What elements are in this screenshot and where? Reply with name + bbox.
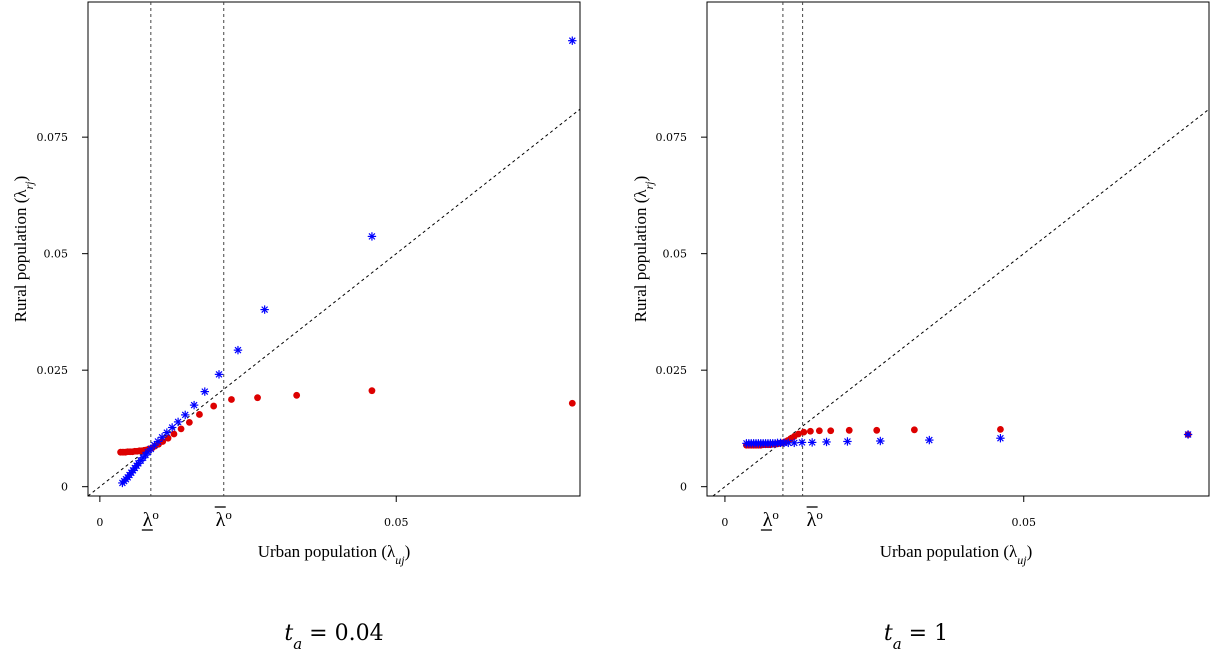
point-dot xyxy=(815,427,823,435)
point-dot xyxy=(845,426,853,434)
diagonal-line xyxy=(712,108,1210,497)
point-star xyxy=(876,436,885,446)
point-star xyxy=(807,438,817,447)
y-axis-label: Rural population (λrj) xyxy=(631,176,656,323)
point-dot xyxy=(800,428,808,436)
y-tick-label: 0 xyxy=(61,481,68,494)
threshold-label: λo xyxy=(763,507,779,532)
point-dot xyxy=(293,391,301,399)
point-dot xyxy=(228,396,235,403)
point-star xyxy=(367,232,377,241)
point-star xyxy=(260,305,269,314)
y-tick-label: 0.075 xyxy=(37,131,69,144)
point-star xyxy=(181,410,190,420)
point-dot xyxy=(177,425,185,433)
y-tick-label: 0 xyxy=(680,481,687,494)
point-dot xyxy=(568,399,576,407)
point-dot xyxy=(806,427,814,435)
threshold-label: λo xyxy=(807,507,823,532)
x-axis-label: Urban population (λuj) xyxy=(258,542,411,567)
y-tick-label: 0.05 xyxy=(663,248,688,261)
data-points xyxy=(742,425,1193,449)
panel-left: 0 0.05 0 0.025 0.05 0.075 λo λo Urban populati… xyxy=(11,1,581,653)
y-tick-label: 0.025 xyxy=(37,364,69,377)
point-star xyxy=(797,438,807,447)
point-star xyxy=(214,370,224,379)
point-star xyxy=(189,400,199,410)
x-tick-label: 0.05 xyxy=(1011,516,1036,529)
point-dot xyxy=(170,430,178,438)
y-axis-label: Rural population (λrj) xyxy=(11,176,36,323)
point-dot xyxy=(210,402,218,410)
y-tick-label: 0.075 xyxy=(656,131,688,144)
axis-ticks: 0 0.05 0 0.025 0.05 0.075 xyxy=(37,131,409,529)
point-dot xyxy=(254,394,261,402)
point-star xyxy=(167,423,177,432)
point-dot xyxy=(164,434,172,442)
point-star xyxy=(790,438,799,448)
threshold-label: λo xyxy=(216,507,232,532)
data-points xyxy=(117,36,577,488)
point-star xyxy=(233,345,243,355)
point-star xyxy=(925,435,934,445)
x-tick-label: 0 xyxy=(721,516,728,529)
point-dot xyxy=(827,427,835,435)
panel-right: 0 0.05 0 0.025 0.05 0.075 λo λo Urban populati… xyxy=(631,1,1210,653)
point-star xyxy=(568,36,577,45)
axis-ticks: 0 0.05 0 0.025 0.05 0.075 xyxy=(656,131,1036,529)
point-star xyxy=(843,437,852,446)
point-star xyxy=(200,387,209,396)
point-dot xyxy=(196,411,203,418)
threshold-label: λo xyxy=(143,507,159,532)
point-star xyxy=(162,428,172,437)
panel-caption: ta = 1 xyxy=(884,621,948,653)
point-star xyxy=(822,437,831,447)
plot-frame xyxy=(706,1,1210,497)
y-tick-label: 0.025 xyxy=(656,364,688,377)
point-star xyxy=(996,434,1005,443)
panel-caption: ta = 0.04 xyxy=(284,621,383,653)
guide-lines: λo λo xyxy=(87,2,581,532)
x-tick-label: 0 xyxy=(96,516,103,529)
point-dot xyxy=(910,426,918,434)
y-tick-label: 0.05 xyxy=(44,248,69,261)
guide-lines: λo λo xyxy=(712,2,1210,532)
point-star xyxy=(173,417,183,427)
diagonal-line xyxy=(87,108,581,497)
point-dot xyxy=(368,387,376,395)
point-dot xyxy=(997,425,1004,433)
point-dot xyxy=(185,418,193,426)
plot-frame xyxy=(87,1,581,497)
x-axis-label: Urban population (λuj) xyxy=(880,542,1033,567)
point-star xyxy=(1183,430,1193,439)
point-dot xyxy=(873,426,881,434)
point-star xyxy=(150,441,159,450)
x-tick-label: 0.05 xyxy=(384,516,409,529)
point-dot xyxy=(795,430,802,438)
